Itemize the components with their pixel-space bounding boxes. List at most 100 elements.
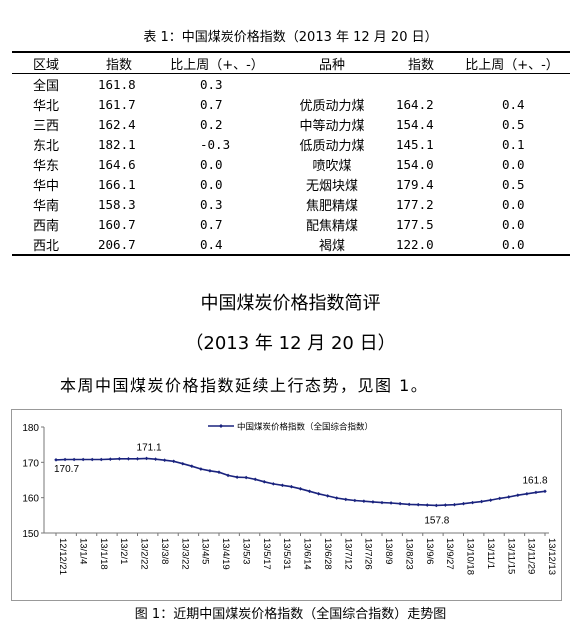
cell-change: -0.3 [200,136,231,152]
cell-change: 0.7 [200,216,223,232]
header-change: 比上周（+、-） [170,57,264,73]
data-point [54,458,58,462]
data-point [208,469,212,473]
data-point [380,500,384,505]
data-point [99,457,104,462]
data-point [362,499,366,503]
data-point [316,491,321,496]
data-point [244,475,248,480]
cell-variety-change: 0.0 [502,236,525,252]
x-tick-label: 13/8/23 [403,538,414,570]
cell-variety: 无烟块煤 [305,178,358,194]
cell-index: 164.6 [98,156,136,172]
data-point [63,457,67,462]
y-tick-label: 160 [22,494,39,505]
cell-index: 161.7 [98,96,136,112]
cell-index: 162.4 [98,116,136,132]
cell-change: 0.3 [200,76,223,92]
cell-change: 0.7 [200,96,223,112]
cell-variety: 配焦精煤 [305,218,358,234]
data-label: 170.7 [54,464,79,475]
header-variety: 品种 [318,57,345,73]
header-region: 区域 [32,57,59,73]
cell-variety-change: 0.0 [502,216,525,232]
x-tick-label: 13/3/8 [159,538,170,564]
price-index-chart: 150 160 170 180 12/12/21 13/1/4 13/1/18 13/2/1 1… [11,409,562,601]
x-tick-label: 13/11/1 [485,538,496,569]
x-tick-label: 12/12/21 [57,538,68,575]
data-point [190,464,194,469]
data-point [226,473,230,478]
data-point [516,493,520,497]
data-point [180,461,185,466]
cell-variety-index: 154.4 [396,116,434,132]
y-tick-label: 150 [22,529,39,540]
cell-change: 0.3 [200,196,223,212]
data-point [353,498,357,503]
table-row: 华南 158.3 0.3 焦肥精煤 177.2 0.0 [12,194,570,214]
data-point [416,502,421,507]
data-point [171,459,176,464]
x-tick-label: 13/7/12 [342,538,353,570]
data-point [199,467,203,471]
figure-caption: 图 1：近期中国煤炭价格指数（全国综合指数）走势图 [134,607,447,622]
table-caption: 表 1：中国煤炭价格指数（2013 年 12 月 20 日） [143,30,438,45]
data-point [280,483,285,488]
data-point [325,494,330,498]
x-tick-label: 13/3/22 [179,538,190,570]
table-row: 西南 160.7 0.7 配焦精煤 177.5 0.0 [12,214,570,234]
data-point [162,458,167,463]
cell-region: 华东 [32,158,59,174]
data-point [434,503,439,508]
report-title: 中国煤炭价格指数简评 [200,293,381,314]
cell-region: 西南 [32,218,59,234]
cell-variety-change [454,74,570,95]
cell-variety-index: 164.2 [396,96,434,112]
x-tick-label: 13/7/26 [363,538,374,570]
data-point [126,457,131,461]
data-label: 171.1 [137,442,162,453]
cell-index: 161.8 [98,76,136,92]
x-tick-label: 13/2/22 [139,538,150,570]
data-point [534,490,538,495]
data-point [398,501,402,506]
data-point [371,500,375,504]
cell-variety [276,74,388,95]
data-point [271,482,276,486]
cell-index: 166.1 [98,176,136,192]
cell-index: 206.7 [98,236,136,252]
data-point [543,489,547,494]
data-point [497,496,502,501]
data-point [72,457,76,462]
table-row: 华北 161.7 0.7 优质动力煤 164.2 0.4 [12,94,570,114]
cell-variety: 中等动力煤 [299,118,365,134]
x-tick-label: 13/5/31 [281,538,292,570]
cell-variety-change: 0.4 [502,96,525,112]
table-row: 三西 162.4 0.2 中等动力煤 154.4 0.5 [12,114,570,134]
data-point [407,502,411,507]
data-point [262,479,267,484]
cell-change: 0.2 [200,116,223,132]
header-variety-change: 比上周（+、-） [465,57,559,73]
data-point [307,489,312,494]
x-tick-label: 13/1/4 [77,538,88,564]
cell-change: 0.0 [200,156,223,172]
x-tick-label: 13/6/14 [302,538,313,570]
x-tick-label: 13/6/28 [322,538,333,570]
series-line [55,457,546,507]
cell-variety-index: 179.4 [396,176,434,192]
cell-variety-index [388,74,454,95]
data-point [144,456,149,461]
data-point [389,501,393,505]
header-index: 指数 [105,57,132,73]
cell-variety-index: 177.5 [396,216,434,232]
table-row: 华中 166.1 0.0 无烟块煤 179.4 0.5 [12,174,570,194]
x-tick-label: 13/5/3 [240,538,251,564]
data-point [488,498,493,502]
cell-variety-change: 0.5 [502,176,525,192]
cell-variety-change: 0.1 [502,136,525,152]
x-tick-label: 13/9/6 [424,538,435,564]
table-row: 东北 182.1 -0.3 低质动力煤 145.1 0.1 [12,134,570,154]
cell-change: 0.4 [200,236,223,252]
cell-variety: 焦肥精煤 [305,198,358,214]
